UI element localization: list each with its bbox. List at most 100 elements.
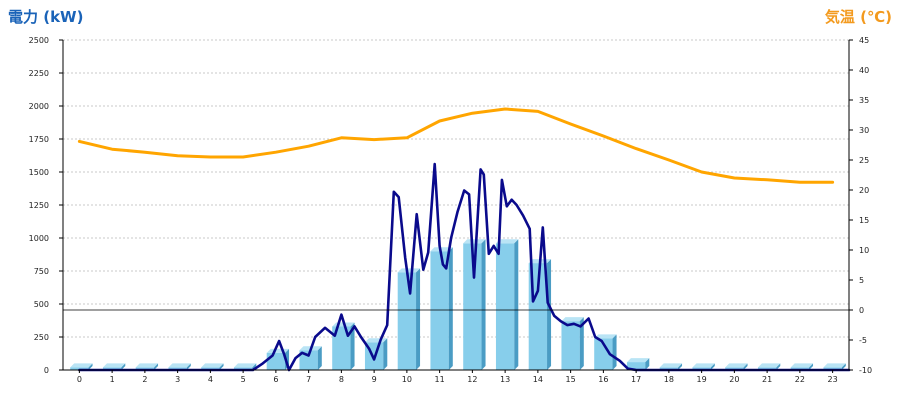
bar xyxy=(692,363,715,370)
bar-side xyxy=(88,363,93,370)
bar-front xyxy=(495,243,515,370)
x-tick-label: 19 xyxy=(697,375,707,384)
x-tick-label: 10 xyxy=(402,375,412,384)
bar-side xyxy=(448,247,453,370)
right-tick-label: 35 xyxy=(859,96,869,105)
bar-front xyxy=(201,367,220,370)
right-tick-label: 5 xyxy=(859,276,864,285)
bar-top xyxy=(725,363,748,368)
bar-front xyxy=(299,350,318,370)
bar-top xyxy=(135,363,159,368)
bar-front xyxy=(659,367,679,370)
bar-side xyxy=(547,259,552,370)
axes: 02505007501000125015001750200022502500-1… xyxy=(29,36,872,384)
x-tick-label: 21 xyxy=(762,375,772,384)
bar xyxy=(102,363,126,370)
right-tick-label: 10 xyxy=(859,246,869,255)
bar xyxy=(561,317,584,370)
bar-front xyxy=(266,352,286,370)
bar xyxy=(790,363,814,370)
bar-front xyxy=(823,367,842,370)
left-tick-label: 1000 xyxy=(29,234,49,243)
bar xyxy=(757,363,781,370)
bar-top xyxy=(168,363,191,368)
x-tick-label: 0 xyxy=(77,375,82,384)
bar-side xyxy=(154,363,159,370)
left-tick-label: 2000 xyxy=(29,102,49,111)
bar-front xyxy=(463,243,482,370)
x-tick-label: 3 xyxy=(175,375,180,384)
bar-side xyxy=(514,239,519,370)
x-tick-label: 4 xyxy=(208,375,213,384)
bar-top xyxy=(233,363,257,368)
bar-front xyxy=(397,272,417,370)
bar-side xyxy=(186,363,191,370)
x-tick-label: 20 xyxy=(729,375,739,384)
bar-front xyxy=(757,367,777,370)
bar-front xyxy=(626,362,646,370)
bar-side xyxy=(317,346,322,370)
bar-front xyxy=(102,367,122,370)
bar-front xyxy=(135,367,155,370)
left-tick-label: 1750 xyxy=(29,135,49,144)
bar-front xyxy=(332,326,351,370)
bar-side xyxy=(612,334,617,370)
bar-top xyxy=(561,317,584,322)
line-series xyxy=(77,107,851,372)
bar xyxy=(725,363,748,370)
right-tick-label: 0 xyxy=(859,306,864,315)
bar-top xyxy=(201,363,224,368)
bar-side xyxy=(121,363,126,370)
right-tick-label: 30 xyxy=(859,126,869,135)
bar xyxy=(659,363,683,370)
bar xyxy=(626,358,650,370)
bar-top xyxy=(495,239,519,244)
bar-front xyxy=(790,367,810,370)
x-tick-label: 1 xyxy=(110,375,115,384)
x-tick-label: 15 xyxy=(566,375,576,384)
x-tick-label: 8 xyxy=(339,375,344,384)
bar-front xyxy=(692,367,711,370)
left-tick-label: 1250 xyxy=(29,201,49,210)
bar-side xyxy=(710,363,715,370)
bar xyxy=(430,247,453,370)
bar-top xyxy=(397,268,421,273)
bar-side xyxy=(809,363,814,370)
bar-front xyxy=(168,367,187,370)
bar-side xyxy=(841,363,846,370)
left-tick-label: 500 xyxy=(34,300,49,309)
bar xyxy=(70,363,93,370)
x-tick-label: 12 xyxy=(467,375,477,384)
left-axis-title: 電力 (kW) xyxy=(8,8,84,26)
bar xyxy=(397,268,421,370)
x-tick-label: 17 xyxy=(631,375,641,384)
right-tick-label: 45 xyxy=(859,36,869,45)
left-tick-label: 1500 xyxy=(29,168,49,177)
x-tick-label: 22 xyxy=(795,375,805,384)
left-tick-label: 750 xyxy=(34,267,49,276)
left-tick-label: 2500 xyxy=(29,36,49,45)
bar xyxy=(495,239,519,370)
bar xyxy=(168,363,191,370)
bar-front xyxy=(430,251,449,370)
bar-front xyxy=(233,367,253,370)
bar-top xyxy=(463,239,486,244)
bar-series xyxy=(70,239,846,370)
bar-top xyxy=(626,358,650,363)
right-tick-label: 20 xyxy=(859,186,869,195)
left-tick-label: 2250 xyxy=(29,69,49,78)
bar-side xyxy=(776,363,781,370)
right-tick-label: 40 xyxy=(859,66,869,75)
x-tick-label: 7 xyxy=(306,375,311,384)
bar-side xyxy=(579,317,584,370)
x-tick-label: 9 xyxy=(372,375,377,384)
left-tick-label: 0 xyxy=(44,366,49,375)
right-tick-label: -10 xyxy=(859,366,872,375)
bar-side xyxy=(678,363,683,370)
bar xyxy=(332,322,355,370)
bar-side xyxy=(743,363,748,370)
grid xyxy=(63,39,849,338)
bar-top xyxy=(692,363,715,368)
x-tick-label: 14 xyxy=(533,375,543,384)
